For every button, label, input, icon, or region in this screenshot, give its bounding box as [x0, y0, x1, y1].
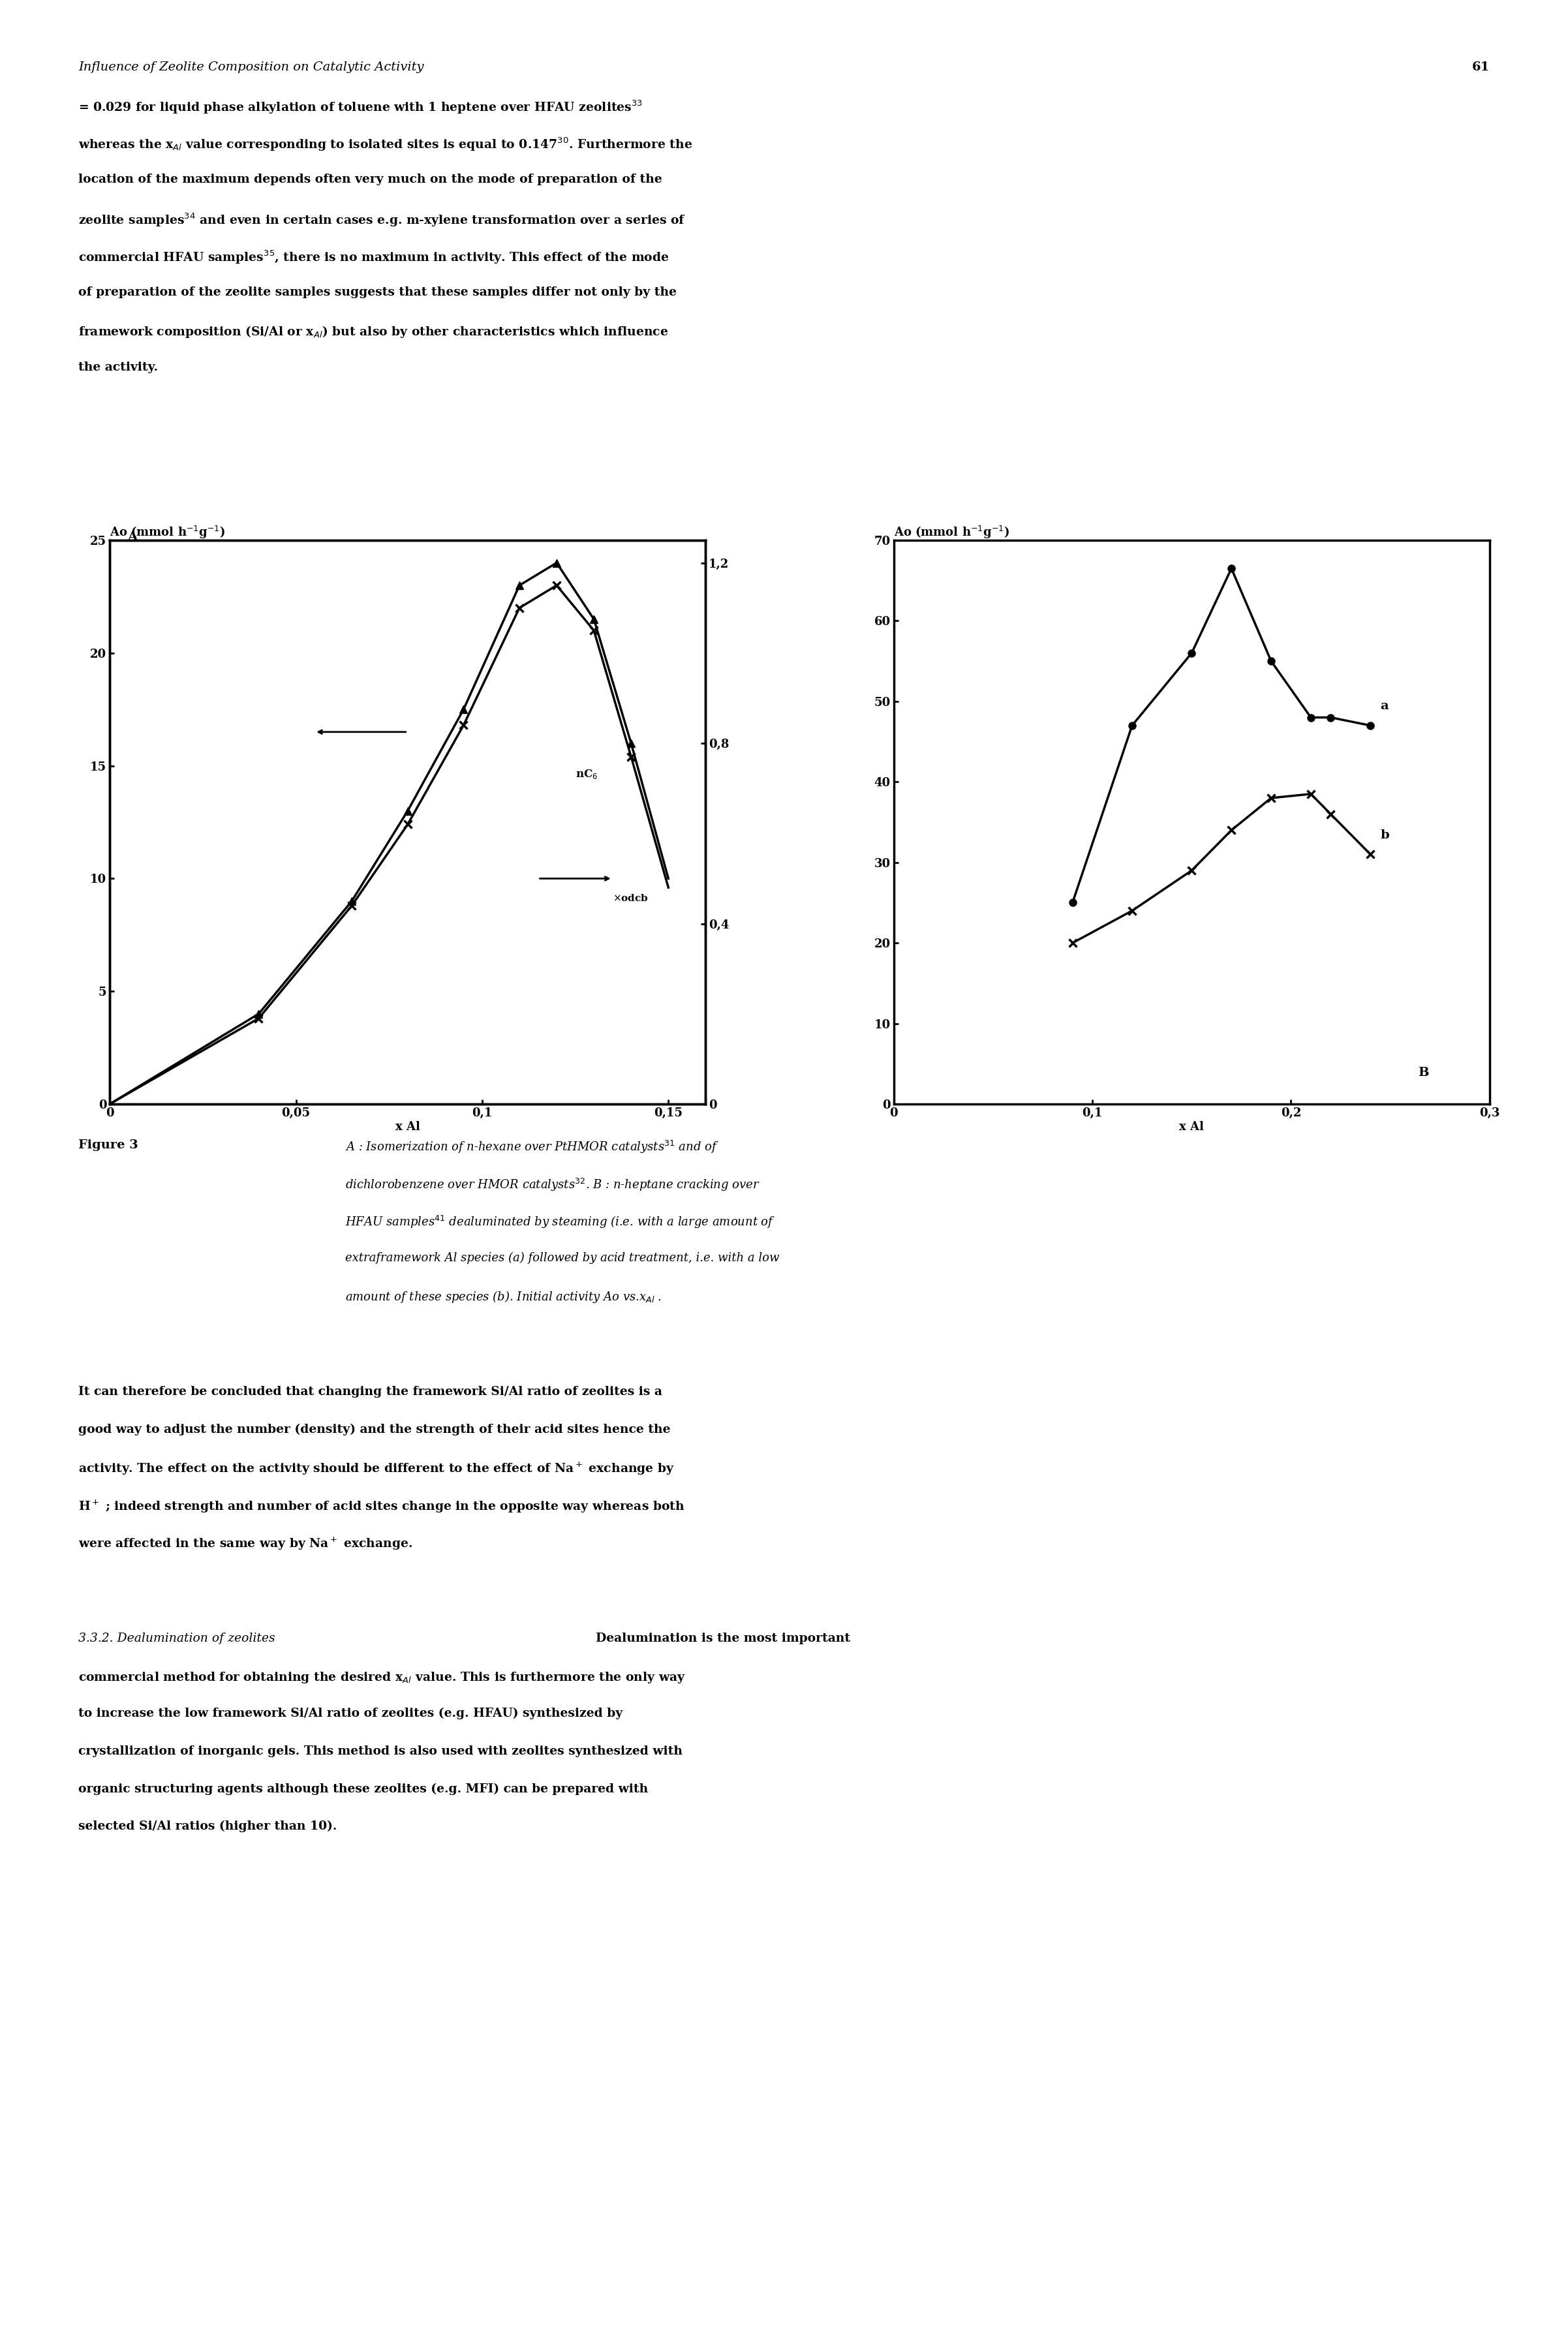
Text: $\times$odcb: $\times$odcb: [613, 893, 649, 902]
Text: 3.3.2. Dealumination of zeolites: 3.3.2. Dealumination of zeolites: [78, 1633, 276, 1644]
Text: Dealumination is the most important: Dealumination is the most important: [596, 1633, 850, 1644]
Text: to increase the low framework Si/Al ratio of zeolites (e.g. HFAU) synthesized by: to increase the low framework Si/Al rati…: [78, 1708, 622, 1719]
Text: commercial method for obtaining the desired x$_{Al}$ value. This is furthermore : commercial method for obtaining the desi…: [78, 1670, 685, 1684]
Text: framework composition (Si/Al or x$_{Al}$) but also by other characteristics whic: framework composition (Si/Al or x$_{Al}$…: [78, 324, 668, 338]
Text: location of the maximum depends often very much on the mode of preparation of th: location of the maximum depends often ve…: [78, 174, 662, 186]
Text: A : Isomerization of n-hexane over PtHMOR catalysts$^{31}$ and of: A : Isomerization of n-hexane over PtHMO…: [345, 1139, 718, 1156]
Text: were affected in the same way by Na$^+$ exchange.: were affected in the same way by Na$^+$ …: [78, 1536, 412, 1553]
Text: activity. The effect on the activity should be different to the effect of Na$^+$: activity. The effect on the activity sho…: [78, 1461, 674, 1478]
Text: organic structuring agents although these zeolites (e.g. MFI) can be prepared wi: organic structuring agents although thes…: [78, 1783, 648, 1795]
Text: Ao (mmol h$^{-1}$g$^{-1}$): Ao (mmol h$^{-1}$g$^{-1}$): [110, 524, 226, 540]
X-axis label: x Al: x Al: [1179, 1120, 1204, 1132]
Text: 61: 61: [1472, 61, 1490, 73]
Text: crystallization of inorganic gels. This method is also used with zeolites synthe: crystallization of inorganic gels. This …: [78, 1745, 682, 1757]
Text: of preparation of the zeolite samples suggests that these samples differ not onl: of preparation of the zeolite samples su…: [78, 287, 677, 298]
Text: whereas the x$_{Al}$ value corresponding to isolated sites is equal to 0.147$^{3: whereas the x$_{Al}$ value corresponding…: [78, 136, 693, 153]
Text: selected Si/Al ratios (higher than 10).: selected Si/Al ratios (higher than 10).: [78, 1820, 337, 1832]
Text: good way to adjust the number (density) and the strength of their acid sites hen: good way to adjust the number (density) …: [78, 1423, 671, 1435]
Text: nC$_6$: nC$_6$: [575, 768, 597, 780]
Text: commercial HFAU samples$^{35}$, there is no maximum in activity. This effect of : commercial HFAU samples$^{35}$, there is…: [78, 249, 670, 265]
X-axis label: x Al: x Al: [395, 1120, 420, 1132]
Text: = 0.029 for liquid phase alkylation of toluene with 1 heptene over HFAU zeolites: = 0.029 for liquid phase alkylation of t…: [78, 99, 643, 115]
Text: H$^+$ ; indeed strength and number of acid sites change in the opposite way wher: H$^+$ ; indeed strength and number of ac…: [78, 1499, 685, 1515]
Text: A: A: [127, 531, 138, 543]
Text: Influence of Zeolite Composition on Catalytic Activity: Influence of Zeolite Composition on Cata…: [78, 61, 423, 73]
Text: HFAU samples$^{41}$ dealuminated by steaming (i.e. with a large amount of: HFAU samples$^{41}$ dealuminated by stea…: [345, 1214, 775, 1231]
Text: B: B: [1417, 1066, 1428, 1078]
Text: amount of these species (b). Initial activity Ao vs.x$_{Al}$ .: amount of these species (b). Initial act…: [345, 1290, 662, 1304]
Text: zeolite samples$^{34}$ and even in certain cases e.g. m-xylene transformation ov: zeolite samples$^{34}$ and even in certa…: [78, 211, 685, 228]
Text: extraframework Al species (a) followed by acid treatment, i.e. with a low: extraframework Al species (a) followed b…: [345, 1252, 779, 1264]
Text: It can therefore be concluded that changing the framework Si/Al ratio of zeolite: It can therefore be concluded that chang…: [78, 1386, 662, 1398]
Text: Ao (mmol h$^{-1}$g$^{-1}$): Ao (mmol h$^{-1}$g$^{-1}$): [894, 524, 1010, 540]
Text: a: a: [1380, 700, 1389, 712]
Text: dichlorobenzene over HMOR catalysts$^{32}$. B : n-heptane cracking over: dichlorobenzene over HMOR catalysts$^{32…: [345, 1177, 760, 1193]
Text: the activity.: the activity.: [78, 362, 158, 373]
Text: Figure 3: Figure 3: [78, 1139, 138, 1151]
Text: b: b: [1380, 829, 1389, 841]
